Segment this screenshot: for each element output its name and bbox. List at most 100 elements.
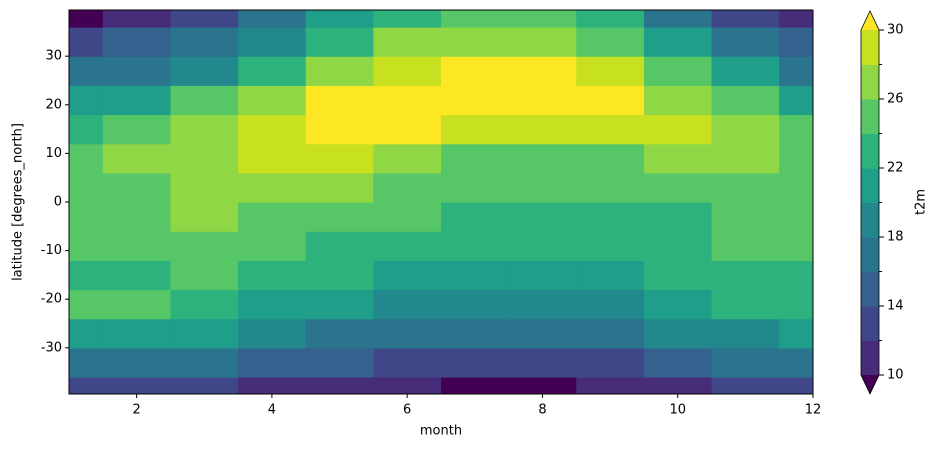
contour-cell — [373, 202, 442, 232]
contour-cell — [441, 347, 510, 378]
contour-cell — [711, 114, 780, 145]
contour-cell — [102, 318, 172, 349]
contour-cell — [508, 27, 577, 57]
contour-cell — [441, 10, 510, 28]
contour-cell — [373, 318, 442, 349]
x-tick-label: 2 — [132, 403, 140, 418]
contour-cell — [373, 85, 442, 116]
contour-area — [69, 10, 813, 394]
contour-cell — [441, 85, 510, 116]
contour-cell — [238, 260, 307, 291]
contour-cell — [576, 172, 645, 203]
contour-cell — [238, 289, 307, 320]
contour-cell — [711, 85, 780, 116]
contour-cell — [779, 172, 813, 203]
contour-cell — [441, 202, 510, 232]
colorbar-segment — [861, 168, 879, 203]
contour-cell — [441, 172, 510, 203]
contour-cell — [373, 114, 442, 145]
x-tick-label: 12 — [805, 403, 822, 418]
contour-cell — [170, 376, 239, 394]
contour-cell — [69, 172, 104, 203]
contour-cell — [441, 27, 510, 57]
contour-cell — [643, 376, 713, 394]
contour-cell — [711, 260, 780, 291]
contour-cell — [102, 114, 172, 145]
y-tick-label: -10 — [41, 243, 62, 258]
contour-cell — [69, 114, 104, 145]
contour-cell — [711, 172, 780, 203]
contour-cell — [576, 231, 645, 261]
contour-cell — [779, 85, 813, 116]
contour-cell — [102, 289, 172, 320]
contour-cell — [170, 202, 239, 232]
contour-cell — [102, 10, 172, 28]
contour-cell — [69, 56, 104, 86]
contour-cell — [305, 27, 374, 57]
contour-cell — [508, 143, 577, 174]
contour-cell — [508, 172, 577, 203]
contour-cell — [102, 172, 172, 203]
contour-cell — [69, 318, 104, 349]
contour-cell — [779, 114, 813, 145]
contour-cell — [779, 202, 813, 232]
contour-cell — [643, 347, 713, 378]
colorbar-segment — [861, 64, 879, 100]
contour-cell — [508, 85, 577, 116]
colorbar-extend-high — [861, 11, 879, 30]
contour-cell — [643, 143, 713, 174]
contour-cell — [779, 10, 813, 28]
contour-cell — [508, 114, 577, 145]
colorbar-tick-label: 26 — [887, 92, 904, 107]
colorbar-segment — [861, 202, 879, 238]
contour-cell — [238, 347, 307, 378]
contour-cell — [643, 27, 713, 57]
contour-cell — [170, 85, 239, 116]
contour-cell — [305, 114, 374, 145]
colorbar-tick-label: 14 — [887, 299, 904, 314]
contour-cell — [779, 231, 813, 261]
x-tick-label: 10 — [669, 403, 686, 418]
contour-cell — [238, 231, 307, 261]
colorbar-tick-label: 18 — [887, 230, 904, 245]
colorbar-segment — [861, 340, 879, 376]
colorbar-segment — [861, 133, 879, 169]
contour-cell — [69, 231, 104, 261]
contour-cell — [373, 172, 442, 203]
contour-cell — [69, 143, 104, 174]
contour-cell — [305, 318, 374, 349]
contour-cell — [238, 27, 307, 57]
contour-cell — [779, 318, 813, 349]
colorbar-tick-label: 22 — [887, 161, 904, 176]
contour-cell — [69, 347, 104, 378]
contour-cell — [643, 85, 713, 116]
x-tick-label: 6 — [403, 403, 411, 418]
contour-cell — [508, 260, 577, 291]
contour-cell — [508, 318, 577, 349]
contour-cell — [441, 231, 510, 261]
x-tick-label: 4 — [268, 403, 276, 418]
contour-cell — [576, 376, 645, 394]
contour-cell — [373, 10, 442, 28]
contour-cell — [711, 231, 780, 261]
contour-cell — [238, 56, 307, 86]
contour-cell — [102, 231, 172, 261]
contour-cell — [508, 376, 577, 394]
contour-cell — [643, 318, 713, 349]
contour-cell — [643, 202, 713, 232]
contour-cell — [305, 10, 374, 28]
contour-cell — [643, 172, 713, 203]
contour-cell — [170, 231, 239, 261]
contour-cell — [170, 289, 239, 320]
contour-cell — [305, 85, 374, 116]
contour-cell — [305, 347, 374, 378]
contour-cell — [643, 10, 713, 28]
contour-cell — [102, 347, 172, 378]
contour-cell — [779, 143, 813, 174]
contour-cell — [305, 172, 374, 203]
contour-cell — [238, 202, 307, 232]
contour-cell — [373, 289, 442, 320]
contour-cell — [170, 347, 239, 378]
contour-cell — [576, 85, 645, 116]
